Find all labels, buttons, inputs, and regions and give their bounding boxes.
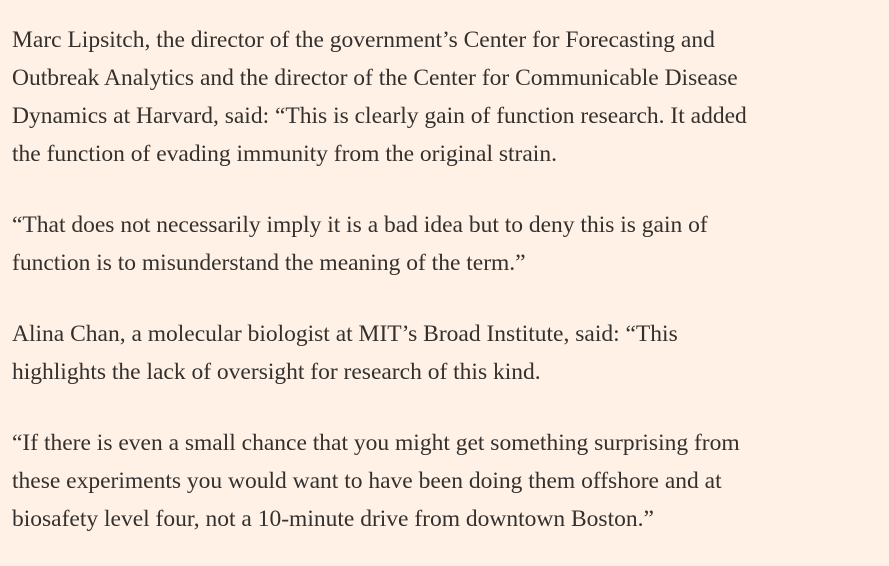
text-line: function is to misunderstand the meaning… xyxy=(12,250,526,276)
text-line: Outbreak Analytics and the director of t… xyxy=(12,65,738,91)
text-line: Dynamics at Harvard, said: “This is clea… xyxy=(12,103,747,129)
text-line: Marc Lipsitch, the director of the gover… xyxy=(12,27,715,53)
paragraph: Marc Lipsitch, the director of the gover… xyxy=(12,21,889,173)
text-line: the function of evading immunity from th… xyxy=(12,141,557,167)
text-line: “If there is even a small chance that yo… xyxy=(12,430,740,456)
text-line: highlights the lack of oversight for res… xyxy=(12,359,541,385)
paragraph: “If there is even a small chance that yo… xyxy=(12,424,889,538)
text-line: biosafety level four, not a 10-minute dr… xyxy=(12,506,654,532)
paragraph: “That does not necessarily imply it is a… xyxy=(12,206,889,282)
text-line: “That does not necessarily imply it is a… xyxy=(12,212,708,238)
text-line: these experiments you would want to have… xyxy=(12,468,722,494)
paragraph: Alina Chan, a molecular biologist at MIT… xyxy=(12,315,889,391)
text-line: Alina Chan, a molecular biologist at MIT… xyxy=(12,321,678,347)
